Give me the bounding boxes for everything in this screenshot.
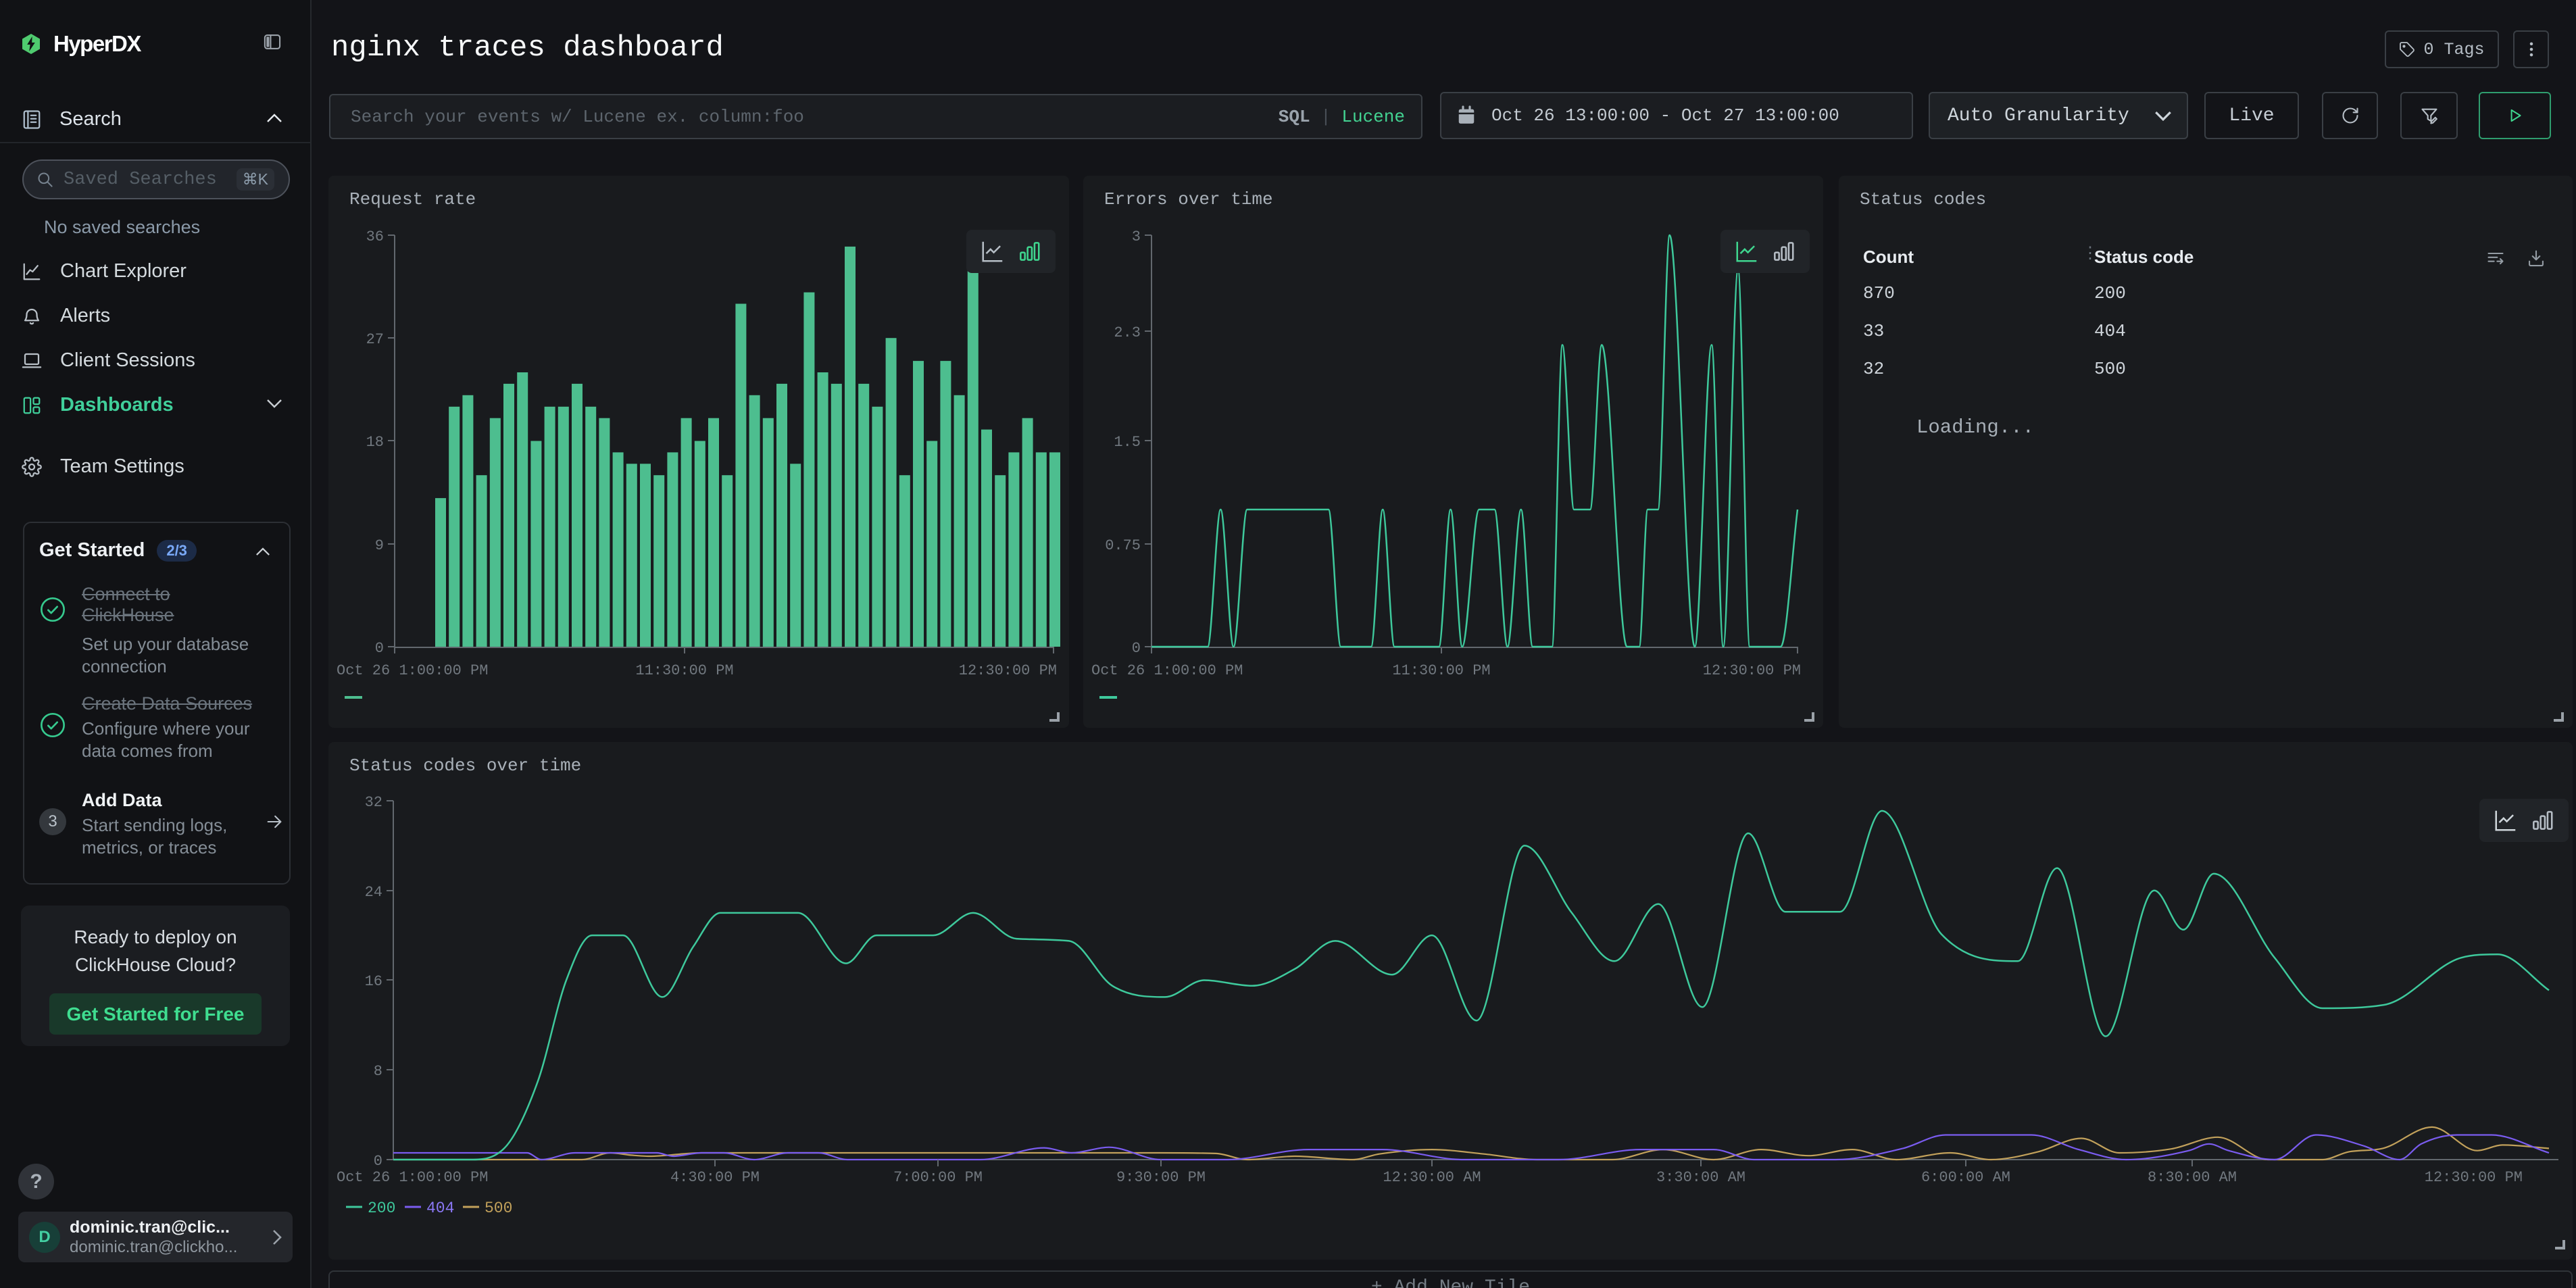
svg-text:27: 27 [366, 331, 384, 348]
svg-text:4:30:00 PM: 4:30:00 PM [670, 1169, 760, 1186]
svg-text:12:30:00 AM: 12:30:00 AM [1383, 1169, 1481, 1186]
svg-text:0: 0 [374, 1153, 382, 1170]
svg-text:6:00:00 AM: 6:00:00 AM [1921, 1169, 2010, 1186]
svg-text:8:30:00 AM: 8:30:00 AM [2148, 1169, 2237, 1186]
svg-text:8: 8 [374, 1063, 382, 1080]
svg-text:32: 32 [365, 794, 382, 811]
svg-text:Oct 26 1:00:00 PM: Oct 26 1:00:00 PM [337, 1169, 488, 1186]
svg-text:1.5: 1.5 [1114, 434, 1141, 451]
svg-text:500: 500 [485, 1199, 512, 1217]
svg-text:9:30:00 PM: 9:30:00 PM [1116, 1169, 1206, 1186]
svg-text:0: 0 [1132, 640, 1141, 657]
svg-text:12:30:00 PM: 12:30:00 PM [959, 662, 1057, 679]
svg-text:200: 200 [368, 1199, 395, 1217]
svg-text:Oct 26 1:00:00 PM: Oct 26 1:00:00 PM [1091, 662, 1243, 679]
svg-text:16: 16 [365, 973, 382, 990]
svg-text:2.3: 2.3 [1114, 324, 1141, 341]
svg-text:18: 18 [366, 434, 384, 451]
svg-text:3:30:00 AM: 3:30:00 AM [1656, 1169, 1745, 1186]
svg-text:36: 36 [366, 228, 384, 245]
svg-text:7:00:00 PM: 7:00:00 PM [893, 1169, 983, 1186]
svg-text:0: 0 [375, 640, 384, 657]
svg-text:12:30:00 PM: 12:30:00 PM [2425, 1169, 2523, 1186]
svg-text:9: 9 [375, 537, 384, 554]
svg-text:0.75: 0.75 [1105, 537, 1141, 554]
svg-text:11:30:00 PM: 11:30:00 PM [1392, 662, 1490, 679]
svg-text:24: 24 [365, 884, 382, 901]
svg-text:3: 3 [1132, 228, 1141, 245]
svg-text:404: 404 [426, 1199, 454, 1217]
svg-text:11:30:00 PM: 11:30:00 PM [635, 662, 733, 679]
svg-text:Oct 26 1:00:00 PM: Oct 26 1:00:00 PM [337, 662, 488, 679]
svg-text:12:30:00 PM: 12:30:00 PM [1703, 662, 1801, 679]
